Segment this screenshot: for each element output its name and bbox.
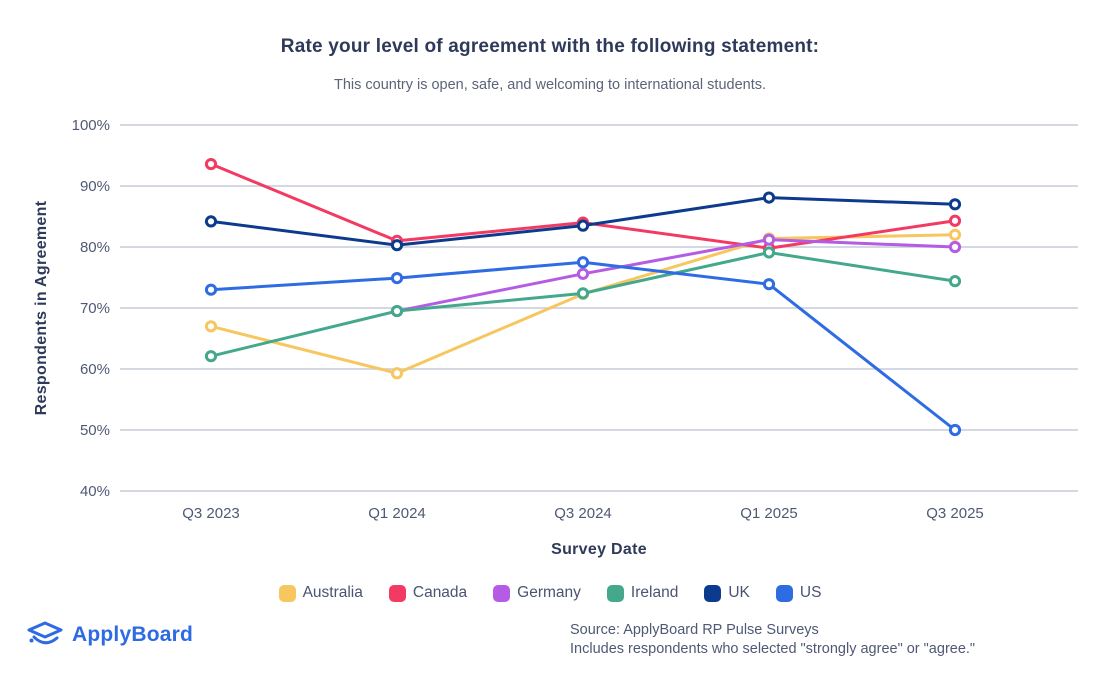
series-line-australia <box>209 233 957 375</box>
data-point-uk <box>390 239 404 252</box>
data-point-us <box>948 423 962 437</box>
data-point-australia <box>390 367 404 380</box>
y-tick-label: 60% <box>80 361 110 378</box>
x-tick-label: Q1 2024 <box>368 505 426 522</box>
logo-wordmark: ApplyBoard <box>72 623 194 646</box>
data-point-germany <box>576 267 590 280</box>
legend-item-germany: Germany <box>493 584 581 602</box>
chart-subtitle: This country is open, safe, and welcomin… <box>333 77 767 93</box>
x-tick-label: Q3 2024 <box>554 505 612 522</box>
data-point-australia <box>204 320 218 333</box>
data-point-us <box>390 272 404 285</box>
data-point-australia <box>948 228 962 241</box>
y-tick-label: 40% <box>80 483 110 500</box>
data-point-us <box>762 278 776 291</box>
legend-item-australia: Australia <box>278 584 363 602</box>
data-point-germany <box>762 233 776 246</box>
data-point-us <box>576 256 590 269</box>
chart-title: Rate your level of agreement with the fo… <box>280 36 820 57</box>
series-line-germany <box>395 238 957 313</box>
legend-item-us: US <box>775 584 822 602</box>
x-tick-label: Q1 2025 <box>740 505 798 522</box>
data-point-uk <box>762 191 776 204</box>
data-point-canada <box>204 157 218 171</box>
legend-label: Germany <box>517 584 581 601</box>
y-tick-label: 70% <box>80 300 110 317</box>
x-tick-label: Q3 2023 <box>182 505 240 522</box>
legend-label: Canada <box>412 584 468 601</box>
legend-swatch-ireland <box>606 584 624 602</box>
data-point-uk <box>204 215 218 228</box>
data-point-uk <box>576 219 590 232</box>
legend-swatch-australia <box>278 584 296 602</box>
x-axis-title: Survey Date <box>551 541 647 558</box>
x-tick-label: Q3 2025 <box>926 505 984 522</box>
source-line-1: Source: ApplyBoard RP Pulse Surveys <box>570 622 819 638</box>
y-tick-label: 100% <box>72 117 110 134</box>
legend-label: US <box>799 584 822 601</box>
source-text: Source: ApplyBoard RP Pulse Surveys Incl… <box>570 621 975 659</box>
data-point-canada <box>948 214 962 227</box>
legend-item-ireland: Ireland <box>606 584 679 602</box>
y-tick-label: 90% <box>80 178 110 195</box>
y-tick-label: 80% <box>80 239 110 256</box>
chart-legend: Australia Canada Germany Ireland UK US <box>0 584 1100 602</box>
source-line-2: Includes respondents who selected "stron… <box>570 641 976 658</box>
data-point-ireland <box>576 287 590 300</box>
legend-label: Australia <box>302 584 363 601</box>
y-tick-label: 50% <box>80 422 110 439</box>
legend-swatch-us <box>775 584 793 602</box>
applyboard-cap-icon <box>27 621 63 645</box>
legend-swatch-canada <box>388 584 406 602</box>
legend-swatch-germany <box>493 584 511 602</box>
data-point-us <box>204 283 218 296</box>
legend-label: UK <box>728 584 750 601</box>
legend-item-uk: UK <box>704 584 750 602</box>
data-point-uk <box>948 198 962 211</box>
legend-item-canada: Canada <box>388 584 468 602</box>
legend-swatch-uk <box>704 584 722 602</box>
applyboard-logo: ApplyBoard <box>26 618 193 652</box>
legend-label: Ireland <box>630 584 679 601</box>
y-axis-title: Respondents in Agreement <box>33 200 50 416</box>
data-point-ireland <box>204 350 218 363</box>
data-point-ireland <box>390 304 404 318</box>
data-point-ireland <box>762 246 776 259</box>
data-point-germany <box>948 240 962 254</box>
data-point-ireland <box>948 275 962 288</box>
